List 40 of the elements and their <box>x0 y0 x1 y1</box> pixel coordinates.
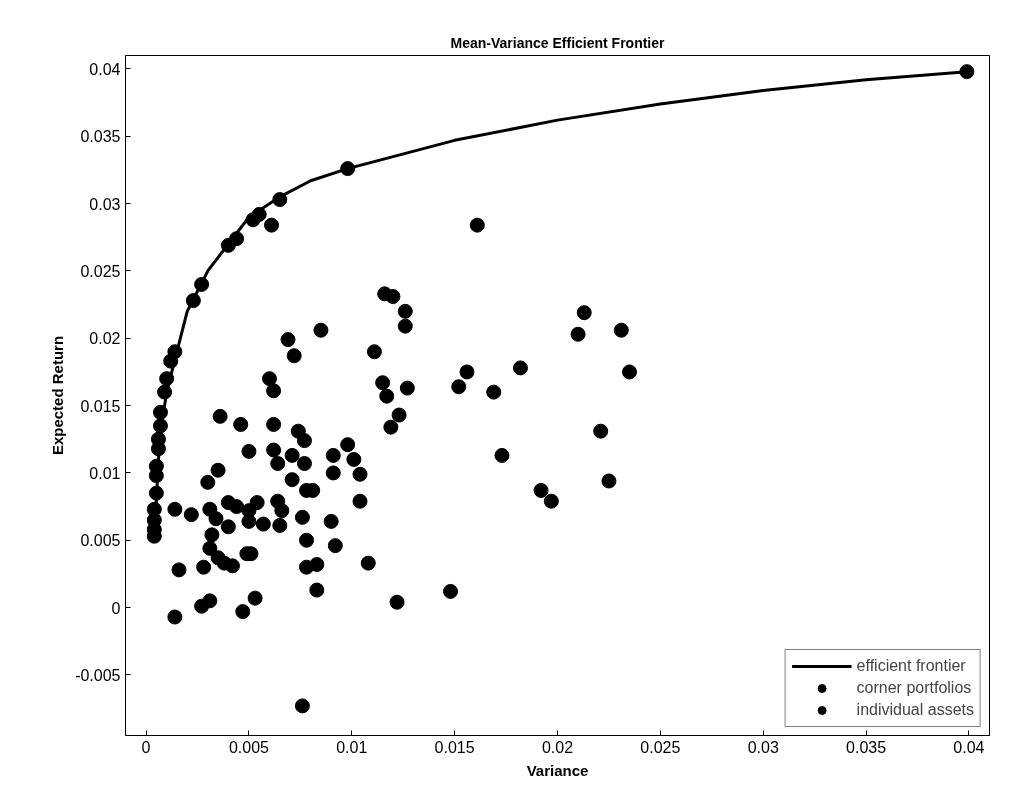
x-tick-label: 0 <box>141 738 151 756</box>
y-tick-label: 0.01 <box>89 464 121 482</box>
point <box>194 276 210 292</box>
y-tick-label: 0.02 <box>89 330 121 348</box>
x-tick-label: 0.03 <box>747 738 779 756</box>
y-tick-label: 0.04 <box>89 60 121 78</box>
point <box>959 64 975 80</box>
y-axis-title: Expected Return <box>49 335 67 456</box>
legend-label: individual assets <box>856 701 974 719</box>
x-tick-label: 0.04 <box>953 738 985 756</box>
point <box>146 501 162 517</box>
x-tick-label: 0.025 <box>640 738 681 756</box>
point <box>251 206 267 222</box>
x-tick-label: 0.035 <box>846 738 887 756</box>
chart-title: Mean-Variance Efficient Frontier <box>450 34 666 51</box>
y-tick-label: 0 <box>111 599 121 617</box>
y-tick-label: 0.015 <box>80 397 121 415</box>
legend-label: efficient frontier <box>856 657 966 675</box>
point <box>272 192 288 208</box>
x-tick-label: 0.02 <box>541 738 574 756</box>
point <box>159 371 175 387</box>
x-tick-label: 0.005 <box>228 738 270 756</box>
point <box>185 293 201 309</box>
point <box>148 485 164 501</box>
x-tick-label: 0.015 <box>434 738 475 756</box>
y-tick-label: 0.025 <box>80 262 121 280</box>
point <box>157 384 173 400</box>
point <box>340 161 356 177</box>
legend-label: corner portfolios <box>856 679 972 697</box>
y-tick-label: -0.005 <box>75 666 121 684</box>
x-axis-title: Variance <box>526 761 589 779</box>
point <box>167 344 183 360</box>
y-tick-label: 0.03 <box>89 195 121 213</box>
point <box>152 404 168 420</box>
x-tick-label: 0.01 <box>336 738 368 756</box>
point <box>150 431 166 447</box>
point <box>229 231 245 247</box>
point <box>152 418 168 434</box>
y-tick-label: 0.005 <box>80 532 121 550</box>
y-tick-label: 0.035 <box>80 128 121 146</box>
